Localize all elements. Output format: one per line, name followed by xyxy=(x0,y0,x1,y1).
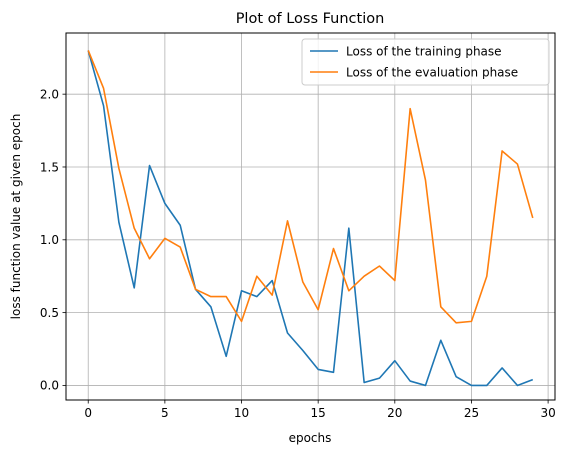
grid xyxy=(66,33,555,400)
series-line-evaluation xyxy=(87,50,534,324)
chart-title: Plot of Loss Function xyxy=(236,11,385,27)
legend-label: Loss of the evaluation phase xyxy=(346,65,518,79)
series-lines xyxy=(87,50,534,387)
x-tick-label: 30 xyxy=(540,406,555,420)
y-tick-label: 0.5 xyxy=(40,306,59,320)
y-tick-label: 2.0 xyxy=(40,87,59,101)
x-tick-label: 25 xyxy=(464,406,479,420)
plot-area-frame xyxy=(65,32,556,401)
legend: Loss of the training phase Loss of the ev… xyxy=(301,38,550,86)
legend-label: Loss of the training phase xyxy=(346,44,502,58)
x-tick-label: 20 xyxy=(387,406,402,420)
series-line-training xyxy=(87,50,534,387)
y-tick-label: 0.0 xyxy=(40,379,59,393)
x-tick-label: 15 xyxy=(311,406,326,420)
y-tick-label: 1.0 xyxy=(40,233,59,247)
legend-box xyxy=(301,38,550,86)
y-tick-label: 1.5 xyxy=(40,160,59,174)
x-axis-label: epochs xyxy=(289,431,332,445)
x-tick-label: 0 xyxy=(84,406,92,420)
axis-ticks: 0 5 10 15 20 25 30 0.0 0.5 1.0 1.5 2.0 xyxy=(40,87,556,420)
x-tick-label: 10 xyxy=(234,406,249,420)
x-tick-label: 5 xyxy=(161,406,169,420)
y-axis-label: loss function value at given epoch xyxy=(9,114,23,320)
